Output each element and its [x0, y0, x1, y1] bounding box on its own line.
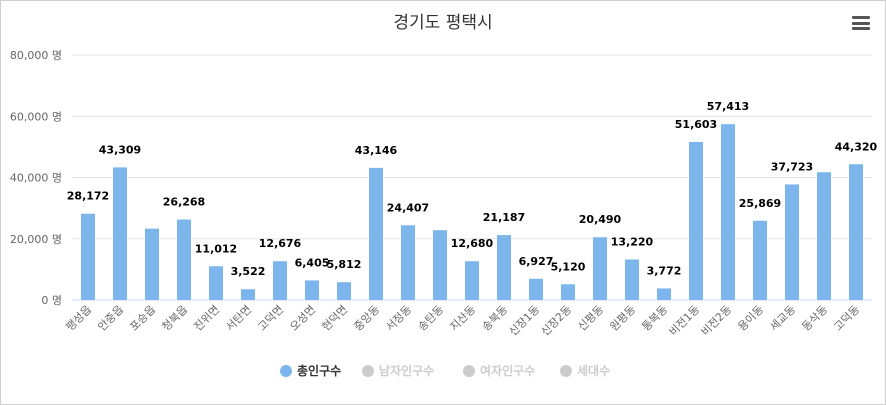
- bar[interactable]: [529, 278, 543, 300]
- bar[interactable]: [305, 280, 319, 300]
- y-tick-label: 20,000 명: [10, 233, 62, 246]
- x-tick-label: 원평동: [607, 303, 638, 334]
- legend-label: 총인구수: [297, 363, 341, 378]
- x-tick-label: 안중읍: [95, 303, 126, 334]
- x-tick-label: 현덕면: [319, 303, 350, 334]
- legend-label: 여자인구수: [480, 363, 535, 378]
- legend-item[interactable]: 세대수: [560, 363, 610, 378]
- bar[interactable]: [753, 220, 767, 300]
- x-tick-label: 고덕동: [831, 303, 862, 334]
- x-tick-label: 고덕면: [255, 303, 286, 334]
- data-label: 5,120: [551, 260, 586, 273]
- x-tick-label: 비전2동: [699, 303, 735, 339]
- bar[interactable]: [497, 235, 511, 300]
- data-label: 43,146: [355, 144, 398, 157]
- bar[interactable]: [209, 266, 223, 300]
- data-label: 20,490: [579, 213, 622, 226]
- x-tick-label: 서정동: [383, 303, 414, 334]
- data-label: 6,405: [295, 256, 330, 269]
- bar[interactable]: [625, 259, 639, 300]
- legend-item[interactable]: 남자인구수: [362, 363, 434, 378]
- bar[interactable]: [369, 167, 383, 300]
- x-tick-label: 용이동: [735, 303, 766, 334]
- legend-marker: [560, 365, 572, 377]
- x-tick-label: 세교동: [767, 303, 798, 334]
- legend-item[interactable]: 여자인구수: [463, 363, 535, 378]
- legend-marker: [280, 365, 292, 377]
- bar[interactable]: [785, 184, 799, 300]
- data-label: 3,772: [647, 264, 682, 277]
- y-tick-label: 0 명: [41, 294, 62, 307]
- x-tick-label: 비전1동: [667, 303, 703, 339]
- x-tick-label: 진위면: [191, 303, 222, 334]
- x-tick-label: 신평동: [575, 303, 606, 334]
- data-label: 43,309: [99, 143, 141, 156]
- bar[interactable]: [817, 172, 831, 300]
- data-label: 51,603: [675, 118, 717, 131]
- y-tick-label: 40,000 명: [10, 172, 62, 185]
- bar[interactable]: [721, 124, 735, 300]
- bar[interactable]: [145, 228, 159, 300]
- data-label: 12,680: [451, 237, 494, 250]
- bar[interactable]: [273, 261, 287, 300]
- x-tick-label: 포승읍: [127, 303, 158, 334]
- bar[interactable]: [465, 261, 479, 300]
- data-label: 21,187: [483, 211, 525, 224]
- bar[interactable]: [689, 141, 703, 300]
- bar[interactable]: [113, 167, 127, 300]
- bar[interactable]: [849, 164, 863, 300]
- data-label: 6,927: [519, 255, 554, 268]
- x-tick-label: 신장2동: [539, 303, 575, 339]
- data-label: 44,320: [835, 140, 878, 153]
- bar[interactable]: [337, 282, 351, 300]
- bar[interactable]: [561, 284, 575, 300]
- legend-item[interactable]: 총인구수: [280, 363, 341, 378]
- legend-marker: [463, 365, 475, 377]
- x-tick-label: 오성면: [287, 303, 318, 334]
- bar[interactable]: [241, 289, 255, 300]
- chart-title: 경기도 평택시: [393, 13, 493, 33]
- bar[interactable]: [81, 213, 95, 300]
- x-tick-label: 신장1동: [507, 303, 543, 339]
- data-label: 26,268: [163, 196, 205, 209]
- x-tick-label: 청북읍: [159, 303, 190, 334]
- data-label: 11,012: [195, 242, 237, 255]
- x-tick-label: 동삭동: [799, 303, 830, 334]
- y-tick-label: 80,000 명: [10, 49, 62, 62]
- data-label: 25,869: [739, 197, 781, 210]
- bar[interactable]: [657, 288, 671, 300]
- data-label: 24,407: [387, 201, 429, 214]
- bar[interactable]: [593, 237, 607, 300]
- x-tick-label: 서탄면: [223, 303, 254, 334]
- x-tick-label: 중앙동: [351, 303, 382, 334]
- data-label: 37,723: [771, 160, 813, 173]
- x-tick-label: 팽성읍: [63, 303, 94, 334]
- hamburger-menu-icon[interactable]: [852, 16, 870, 30]
- bar[interactable]: [433, 230, 447, 300]
- data-label: 57,413: [707, 100, 749, 113]
- x-tick-label: 지산동: [447, 303, 478, 334]
- legend-label: 남자인구수: [379, 363, 434, 378]
- data-label: 12,676: [259, 237, 302, 250]
- legend-label: 세대수: [577, 363, 610, 378]
- bar[interactable]: [401, 225, 415, 300]
- bar[interactable]: [177, 219, 191, 300]
- data-label: 5,812: [327, 258, 362, 271]
- data-label: 28,172: [67, 190, 109, 203]
- data-label: 3,522: [231, 265, 266, 278]
- x-tick-label: 송탄동: [415, 303, 446, 334]
- data-label: 13,220: [611, 236, 654, 249]
- y-tick-label: 60,000 명: [10, 110, 62, 123]
- legend-marker: [362, 365, 374, 377]
